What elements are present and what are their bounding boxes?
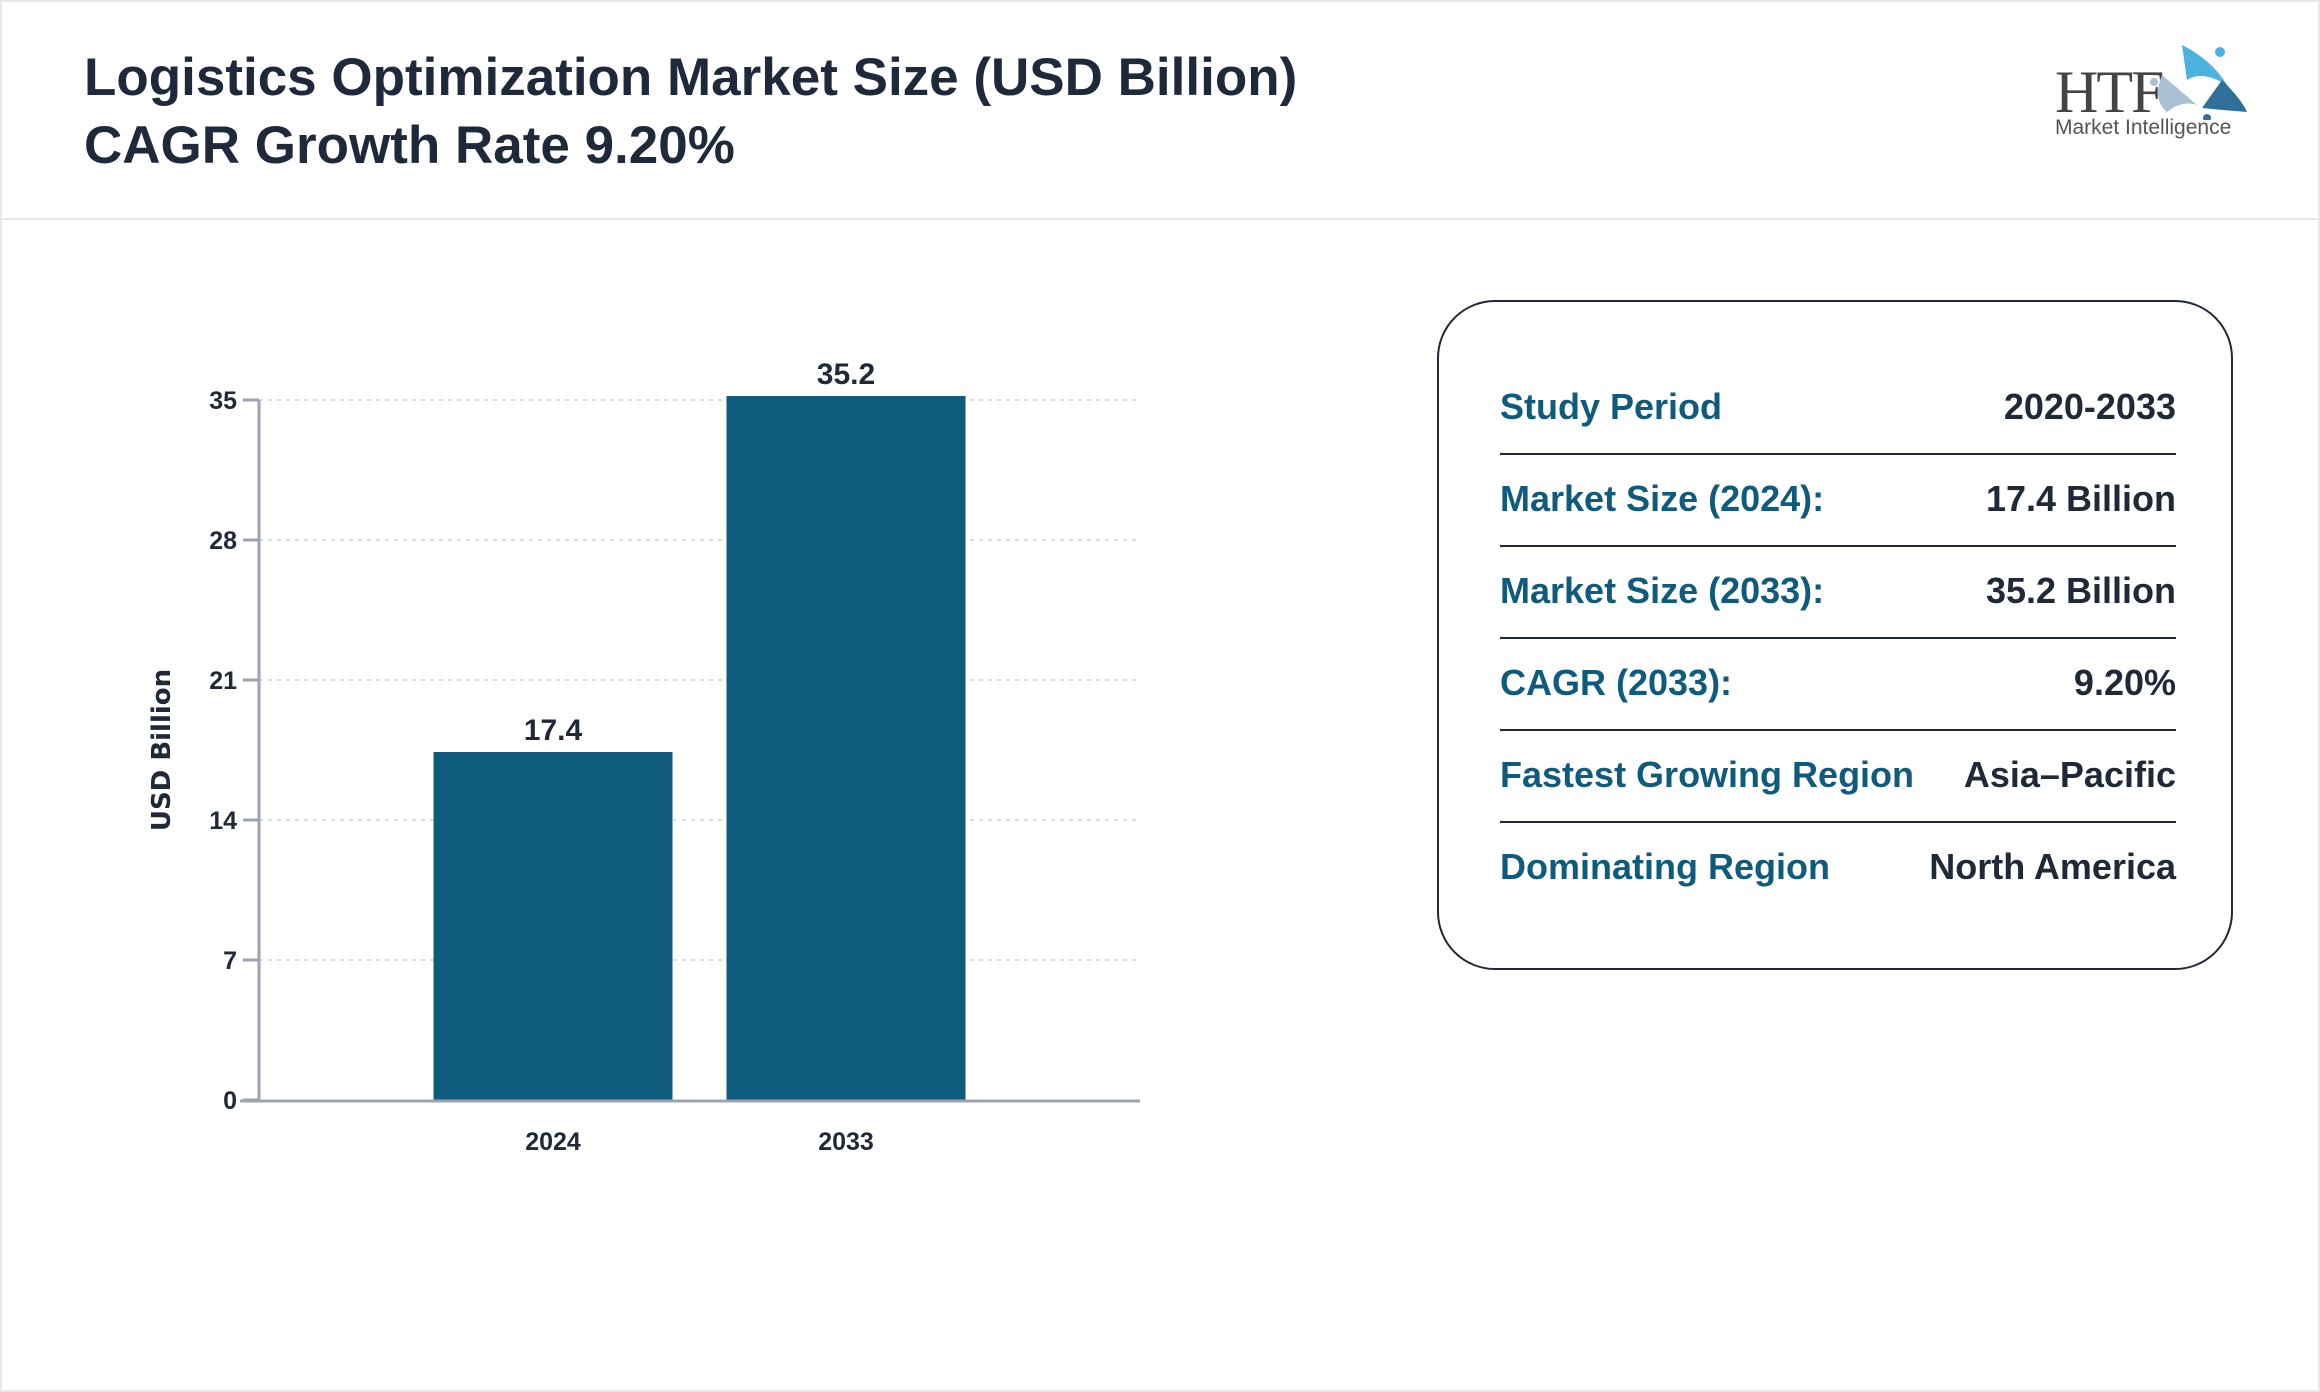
page-title: Logistics Optimization Market Size (USD … <box>84 44 1297 180</box>
summary-value: 35.2 Billion <box>1985 570 2176 611</box>
y-tick-label: 0 <box>223 1087 237 1115</box>
bar-chart: 0 7 14 21 28 35 17.4 2024 35.2 2033 USD Billion <box>147 358 1140 1156</box>
summary-value: Asia–Pacific <box>1963 754 2176 795</box>
logo-text: HTF <box>2055 59 2164 125</box>
y-tick-label: 7 <box>223 947 237 975</box>
x-tick-label: 2033 <box>818 1128 874 1156</box>
summary-value: 17.4 Billion <box>1985 478 2176 519</box>
htf-logo: HTF Market Intelligence <box>2050 40 2250 150</box>
summary-label: Fastest Growing Region <box>1500 754 1915 795</box>
summary-row: CAGR (2033): 9.20% <box>1500 637 2176 731</box>
summary-row: Market Size (2033): 35.2 Billion <box>1500 545 2176 639</box>
y-tick-label: 14 <box>209 807 237 835</box>
bar-2024 <box>433 752 673 1100</box>
summary-value: 9.20% <box>2073 662 2176 703</box>
summary-row: Market Size (2024): 17.4 Billion <box>1500 453 2176 547</box>
y-tick-label: 28 <box>209 527 237 555</box>
summary-value: 2020-2033 <box>2003 386 2176 427</box>
summary-row: Dominating Region North America <box>1500 821 2176 913</box>
summary-card: Study Period 2020-2033 Market Size (2024):… <box>1437 300 2233 970</box>
summary-label: Market Size (2033): <box>1500 570 1825 611</box>
summary-label: CAGR (2033): <box>1500 662 1733 703</box>
y-tick-label: 21 <box>209 667 237 695</box>
data-label: 35.2 <box>817 358 875 391</box>
summary-label: Dominating Region <box>1500 846 1830 887</box>
y-axis-title: USD Billion <box>147 669 177 831</box>
logo-subtext: Market Intelligence <box>2055 116 2232 139</box>
x-tick-label: 2024 <box>525 1128 581 1156</box>
summary-value: North America <box>1929 846 2176 887</box>
title-line-2: CAGR Growth Rate 9.20% <box>84 116 735 175</box>
summary-row: Fastest Growing Region Asia–Pacific <box>1500 729 2176 823</box>
summary-label: Market Size (2024): <box>1500 478 1825 519</box>
y-tick-label: 35 <box>209 387 237 415</box>
summary-label: Study Period <box>1500 386 1723 427</box>
header-divider <box>0 218 2320 220</box>
title-line-1: Logistics Optimization Market Size (USD … <box>84 48 1298 107</box>
summary-row: Study Period 2020-2033 <box>1500 361 2176 455</box>
logo-figures-icon <box>2150 45 2247 120</box>
data-label: 17.4 <box>524 714 583 747</box>
bar-2033 <box>726 396 966 1100</box>
